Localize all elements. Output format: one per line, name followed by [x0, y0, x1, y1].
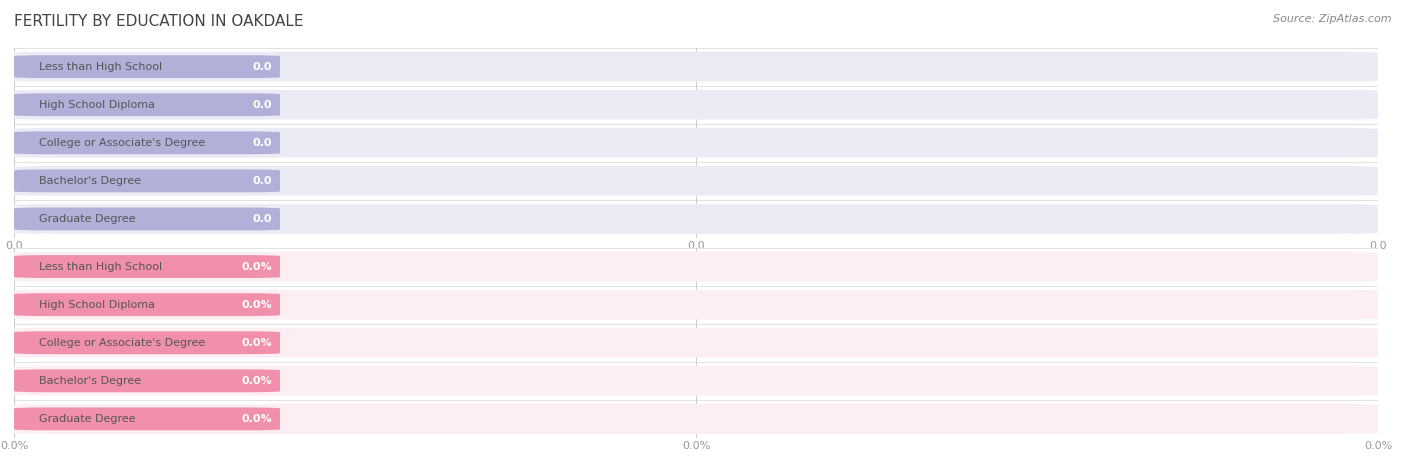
- Text: Bachelor's Degree: Bachelor's Degree: [38, 176, 141, 186]
- FancyBboxPatch shape: [14, 407, 280, 430]
- FancyBboxPatch shape: [14, 366, 1378, 396]
- FancyBboxPatch shape: [14, 204, 1378, 234]
- FancyBboxPatch shape: [14, 331, 280, 354]
- FancyBboxPatch shape: [14, 328, 1378, 357]
- Text: High School Diploma: High School Diploma: [38, 99, 155, 110]
- FancyBboxPatch shape: [14, 293, 280, 316]
- Text: 0.0: 0.0: [252, 214, 271, 224]
- Text: 0.0%: 0.0%: [242, 337, 271, 348]
- FancyBboxPatch shape: [14, 166, 1378, 196]
- FancyBboxPatch shape: [14, 255, 280, 278]
- Text: 0.0%: 0.0%: [242, 376, 271, 386]
- Text: 0.0: 0.0: [252, 138, 271, 148]
- Text: 0.0: 0.0: [252, 99, 271, 110]
- Text: 0.0%: 0.0%: [242, 261, 271, 272]
- Text: College or Associate's Degree: College or Associate's Degree: [38, 138, 205, 148]
- FancyBboxPatch shape: [14, 55, 280, 78]
- Text: Less than High School: Less than High School: [38, 61, 162, 72]
- FancyBboxPatch shape: [14, 208, 280, 230]
- FancyBboxPatch shape: [14, 128, 1378, 158]
- Text: 0.0: 0.0: [252, 176, 271, 186]
- FancyBboxPatch shape: [14, 90, 1378, 119]
- FancyBboxPatch shape: [14, 93, 280, 116]
- FancyBboxPatch shape: [14, 52, 1378, 81]
- Text: Bachelor's Degree: Bachelor's Degree: [38, 376, 141, 386]
- Text: Less than High School: Less than High School: [38, 261, 162, 272]
- FancyBboxPatch shape: [14, 404, 1378, 434]
- Text: 0.0%: 0.0%: [242, 414, 271, 424]
- FancyBboxPatch shape: [14, 169, 280, 192]
- Text: 0.0%: 0.0%: [242, 299, 271, 310]
- Text: High School Diploma: High School Diploma: [38, 299, 155, 310]
- Text: College or Associate's Degree: College or Associate's Degree: [38, 337, 205, 348]
- Text: Graduate Degree: Graduate Degree: [38, 414, 135, 424]
- FancyBboxPatch shape: [14, 252, 1378, 281]
- Text: 0.0: 0.0: [252, 61, 271, 72]
- FancyBboxPatch shape: [14, 290, 1378, 319]
- FancyBboxPatch shape: [14, 131, 280, 154]
- Text: FERTILITY BY EDUCATION IN OAKDALE: FERTILITY BY EDUCATION IN OAKDALE: [14, 14, 304, 30]
- Text: Source: ZipAtlas.com: Source: ZipAtlas.com: [1274, 14, 1392, 24]
- FancyBboxPatch shape: [14, 369, 280, 392]
- Text: Graduate Degree: Graduate Degree: [38, 214, 135, 224]
